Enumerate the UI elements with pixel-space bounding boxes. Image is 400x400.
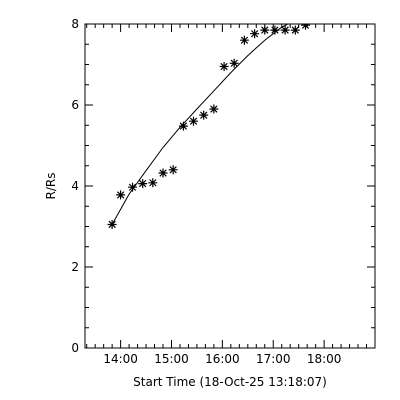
series-layer [107, 24, 310, 229]
data-point [280, 25, 290, 35]
data-point [250, 29, 260, 39]
data-point [219, 62, 229, 71]
data-point [148, 178, 158, 188]
data-point [239, 35, 249, 45]
data-point [270, 25, 280, 35]
x-tick-label: 17:00 [256, 352, 291, 366]
y-tick-label: 0 [71, 341, 79, 355]
data-point [178, 121, 188, 131]
data-point [138, 179, 148, 189]
data-point [168, 165, 178, 175]
y-tick-label: 4 [71, 179, 79, 193]
data-point [116, 190, 126, 200]
y-axis-ticks: 0 2 4 6 8 [71, 17, 375, 355]
fit-line [111, 24, 288, 225]
data-point [199, 110, 209, 120]
data-point [158, 168, 168, 178]
x-tick-label: 15:00 [154, 352, 189, 366]
y-axis-label: R/Rs [44, 173, 58, 200]
data-point [301, 24, 310, 30]
data-point [189, 116, 198, 126]
data-point [290, 25, 300, 35]
y-tick-label: 2 [71, 260, 79, 274]
y-tick-label: 8 [71, 17, 79, 31]
x-tick-label: 18:00 [307, 352, 342, 366]
plot-frame [84, 23, 376, 349]
x-tick-label: 14:00 [103, 352, 138, 366]
data-point [229, 58, 239, 68]
y-tick-label: 6 [71, 98, 79, 112]
x-tick-label: 16:00 [205, 352, 240, 366]
x-axis-label: Start Time (18-Oct-25 13:18:07) [133, 375, 327, 389]
data-point [128, 182, 137, 192]
data-point [209, 104, 219, 114]
data-point [260, 25, 270, 35]
x-axis-ticks: 14:00 15:00 16:00 17:00 18:00 [86, 24, 376, 366]
